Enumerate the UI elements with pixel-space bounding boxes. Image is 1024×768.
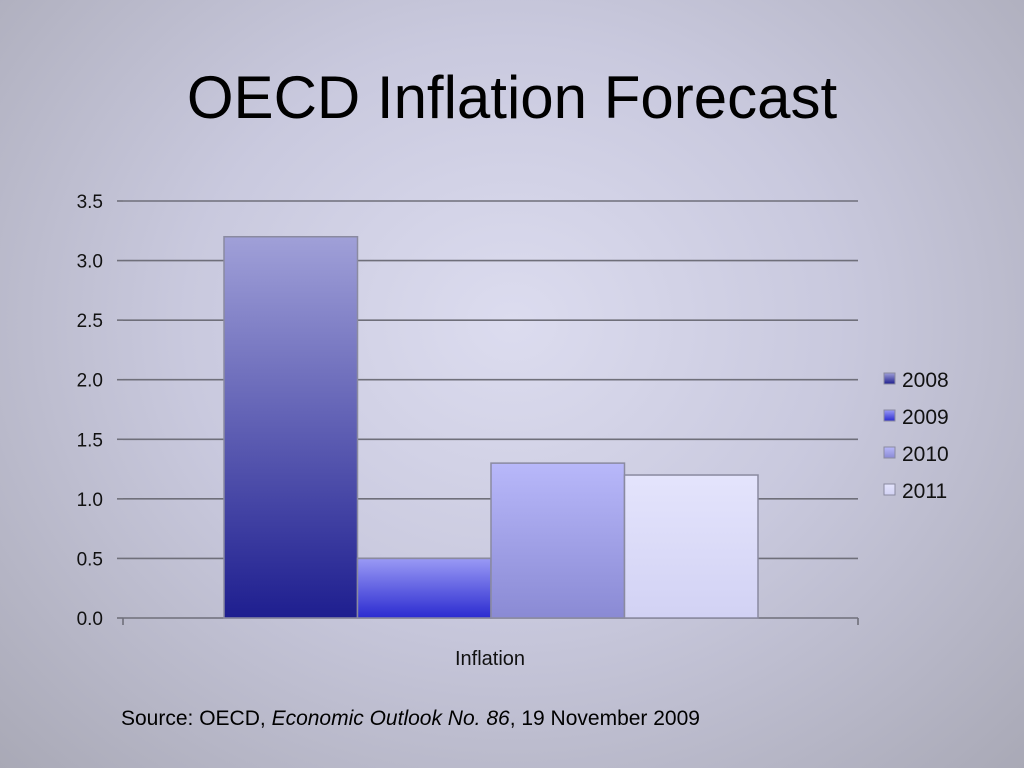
x-axis (122, 618, 859, 625)
source-publication: Economic Outlook No. 86 (271, 707, 510, 730)
legend-label-2011: 2011 (902, 480, 947, 503)
legend-swatch-2008 (883, 372, 896, 385)
y-tick-label: 2.5 (77, 311, 103, 332)
y-tick-label: 1.5 (77, 430, 103, 451)
bar-2008 (223, 235, 359, 619)
source-prefix: Source: OECD, (121, 707, 272, 730)
x-axis-label: Inflation (455, 648, 525, 670)
bar-2010 (490, 462, 626, 619)
y-tick-label: 2.0 (77, 371, 103, 392)
legend-label-2009: 2009 (902, 406, 949, 429)
y-tick-label: 3.5 (77, 192, 103, 213)
legend: 2008 2009 2010 2011 (883, 369, 949, 503)
y-tick-label: 3.0 (77, 252, 103, 273)
bar-2011 (623, 474, 759, 619)
legend-swatch-2010 (883, 446, 896, 459)
y-tick-label: 1.0 (77, 490, 103, 511)
bars (223, 235, 759, 619)
legend-label-2010: 2010 (902, 443, 949, 466)
legend-label-2008: 2008 (902, 369, 949, 392)
slide-title: OECD Inflation Forecast (186, 64, 838, 131)
y-tick-label: 0.0 (77, 609, 103, 630)
y-axis-tick-labels: 0.0 0.5 1.0 1.5 2.0 2.5 3.0 3.5 (77, 192, 103, 630)
source-suffix: , 19 November 2009 (509, 707, 700, 730)
legend-swatch-2009 (883, 409, 896, 422)
y-tick-label: 0.5 (77, 549, 103, 570)
bar-2009 (356, 557, 492, 619)
source-citation: Source: OECD, Economic Outlook No. 86, 1… (121, 707, 700, 731)
legend-swatch-2011 (883, 483, 896, 496)
